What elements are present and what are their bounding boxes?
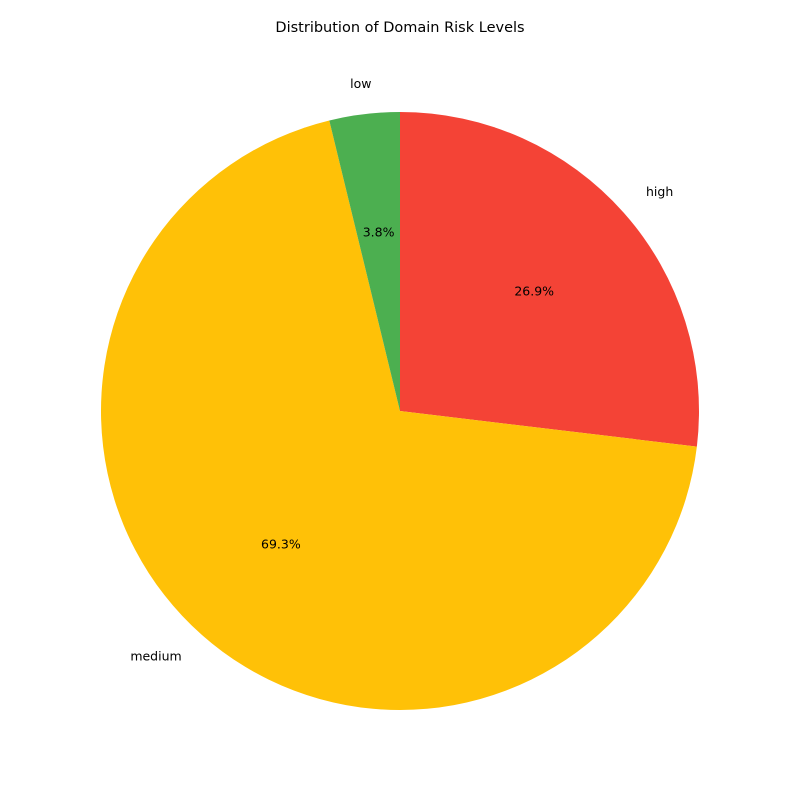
percent-label-high: 26.9%: [514, 283, 554, 298]
pie-slice-high: [400, 112, 699, 447]
slice-label-medium: medium: [130, 649, 181, 664]
pie-labels: high 26.9% medium 69.3% low 3.8%: [130, 76, 673, 664]
slice-label-high: high: [646, 184, 673, 199]
pie-slice-medium: [100, 120, 697, 710]
pie-slice-low: [329, 112, 400, 411]
chart-title: Distribution of Domain Risk Levels: [275, 20, 524, 36]
percent-label-low: 3.8%: [363, 224, 395, 239]
slice-label-low: low: [350, 76, 371, 91]
pie-slices: [100, 112, 699, 710]
percent-label-medium: 69.3%: [261, 537, 301, 552]
